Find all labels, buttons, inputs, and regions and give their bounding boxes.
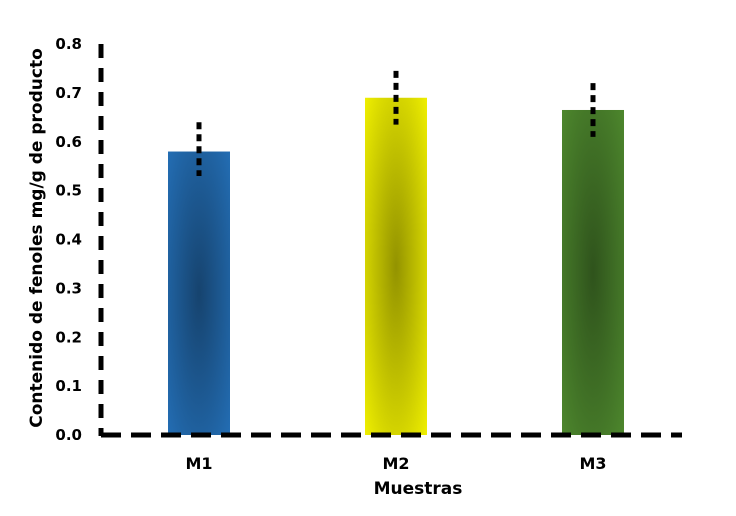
x-tick-label: M3	[579, 454, 606, 473]
y-axis-title: Contenido de fenoles mg/g de producto	[27, 48, 47, 428]
bar-m1	[168, 151, 230, 435]
y-tick-label: 0.0	[55, 426, 82, 444]
y-tick-label: 0.7	[55, 84, 82, 102]
y-tick-label: 0.1	[55, 377, 82, 395]
y-tick-label: 0.8	[55, 35, 82, 53]
x-axis-title: Muestras	[374, 479, 463, 499]
bar-m3	[562, 109, 624, 435]
y-tick-label: 0.6	[55, 133, 82, 151]
x-tick-label: M1	[185, 454, 212, 473]
y-tick-label: 0.4	[55, 231, 82, 249]
y-tick-label: 0.2	[55, 328, 82, 346]
y-tick-label: 0.3	[55, 279, 82, 297]
y-tick-label: 0.5	[55, 182, 82, 200]
bar-m2	[365, 97, 427, 435]
x-tick-label: M2	[382, 454, 409, 473]
